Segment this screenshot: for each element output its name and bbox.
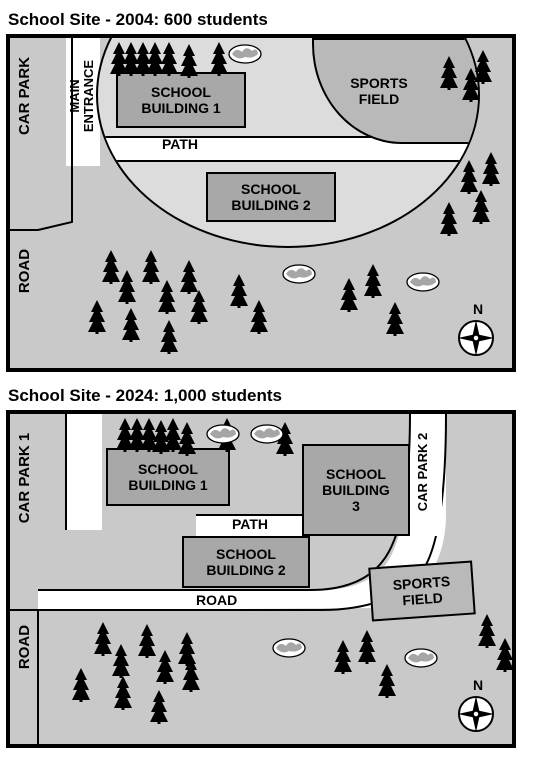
- tree-icon: [218, 416, 236, 450]
- tree-icon: [496, 636, 514, 670]
- tree-icon: [152, 418, 170, 452]
- tree-icon: [164, 416, 182, 450]
- tree-icon: [138, 622, 156, 656]
- tree-icon: [72, 666, 90, 700]
- map-2004-title: School Site - 2004: 600 students: [8, 10, 527, 30]
- compass-2024: N: [456, 678, 500, 734]
- tree-icon: [334, 638, 352, 672]
- school-building-1-2024: SCHOOL BUILDING 1: [106, 448, 230, 506]
- map-2024-title: School Site - 2024: 1,000 students: [8, 386, 527, 406]
- tree-icon: [478, 612, 496, 646]
- tree-icon: [94, 620, 112, 654]
- tree-icon: [116, 416, 134, 450]
- school-building-2-2024: SCHOOL BUILDING 2: [182, 536, 310, 588]
- bush-icon: [272, 636, 306, 658]
- tree-icon: [150, 688, 168, 722]
- tree-icon: [182, 656, 200, 690]
- tree-icon: [140, 416, 158, 450]
- map-2004: School Site - 2004: 600 students CAR PAR…: [6, 10, 529, 372]
- school-building-3-2024: SCHOOL BUILDING 3: [302, 444, 410, 536]
- road-label-2024: ROAD: [196, 592, 237, 608]
- tree-icon: [156, 648, 174, 682]
- tree-icon: [276, 420, 294, 454]
- tree-icon: [112, 642, 130, 676]
- tree-icon: [178, 630, 196, 664]
- sports-field-2004: SPORTS FIELD: [312, 38, 480, 144]
- road-side-label-2024: ROAD: [16, 612, 33, 682]
- bush-icon: [404, 646, 438, 668]
- bush-icon: [206, 422, 240, 444]
- tree-icon: [358, 628, 376, 662]
- path-label-2024: PATH: [232, 516, 268, 532]
- tree-icon: [378, 662, 396, 696]
- compass-2004: N: [456, 302, 500, 358]
- map-2024: School Site - 2024: 1,000 students CAR P…: [6, 386, 529, 748]
- sports-field-2024: SPORTS FIELD: [368, 560, 476, 621]
- car-park-2-label: CAR PARK 2: [415, 416, 430, 528]
- car-park-1-label: CAR PARK 1: [16, 418, 33, 538]
- map-2004-frame: CAR PARK MAIN ENTRANCE ROAD SPORTS FIELD…: [6, 34, 516, 372]
- school-building-2-2004: SCHOOL BUILDING 2: [206, 172, 336, 222]
- tree-icon: [128, 416, 146, 450]
- map-2024-frame: CAR PARK 1 MAIN ENTRANCE ROAD PATH SCHOO…: [6, 410, 516, 748]
- bush-icon: [250, 422, 284, 444]
- path-label-2004: PATH: [162, 136, 198, 152]
- school-building-1-2004: SCHOOL BUILDING 1: [116, 72, 246, 128]
- tree-icon: [114, 674, 132, 708]
- main-entrance-label-2024: MAIN ENTRANCE: [68, 414, 97, 524]
